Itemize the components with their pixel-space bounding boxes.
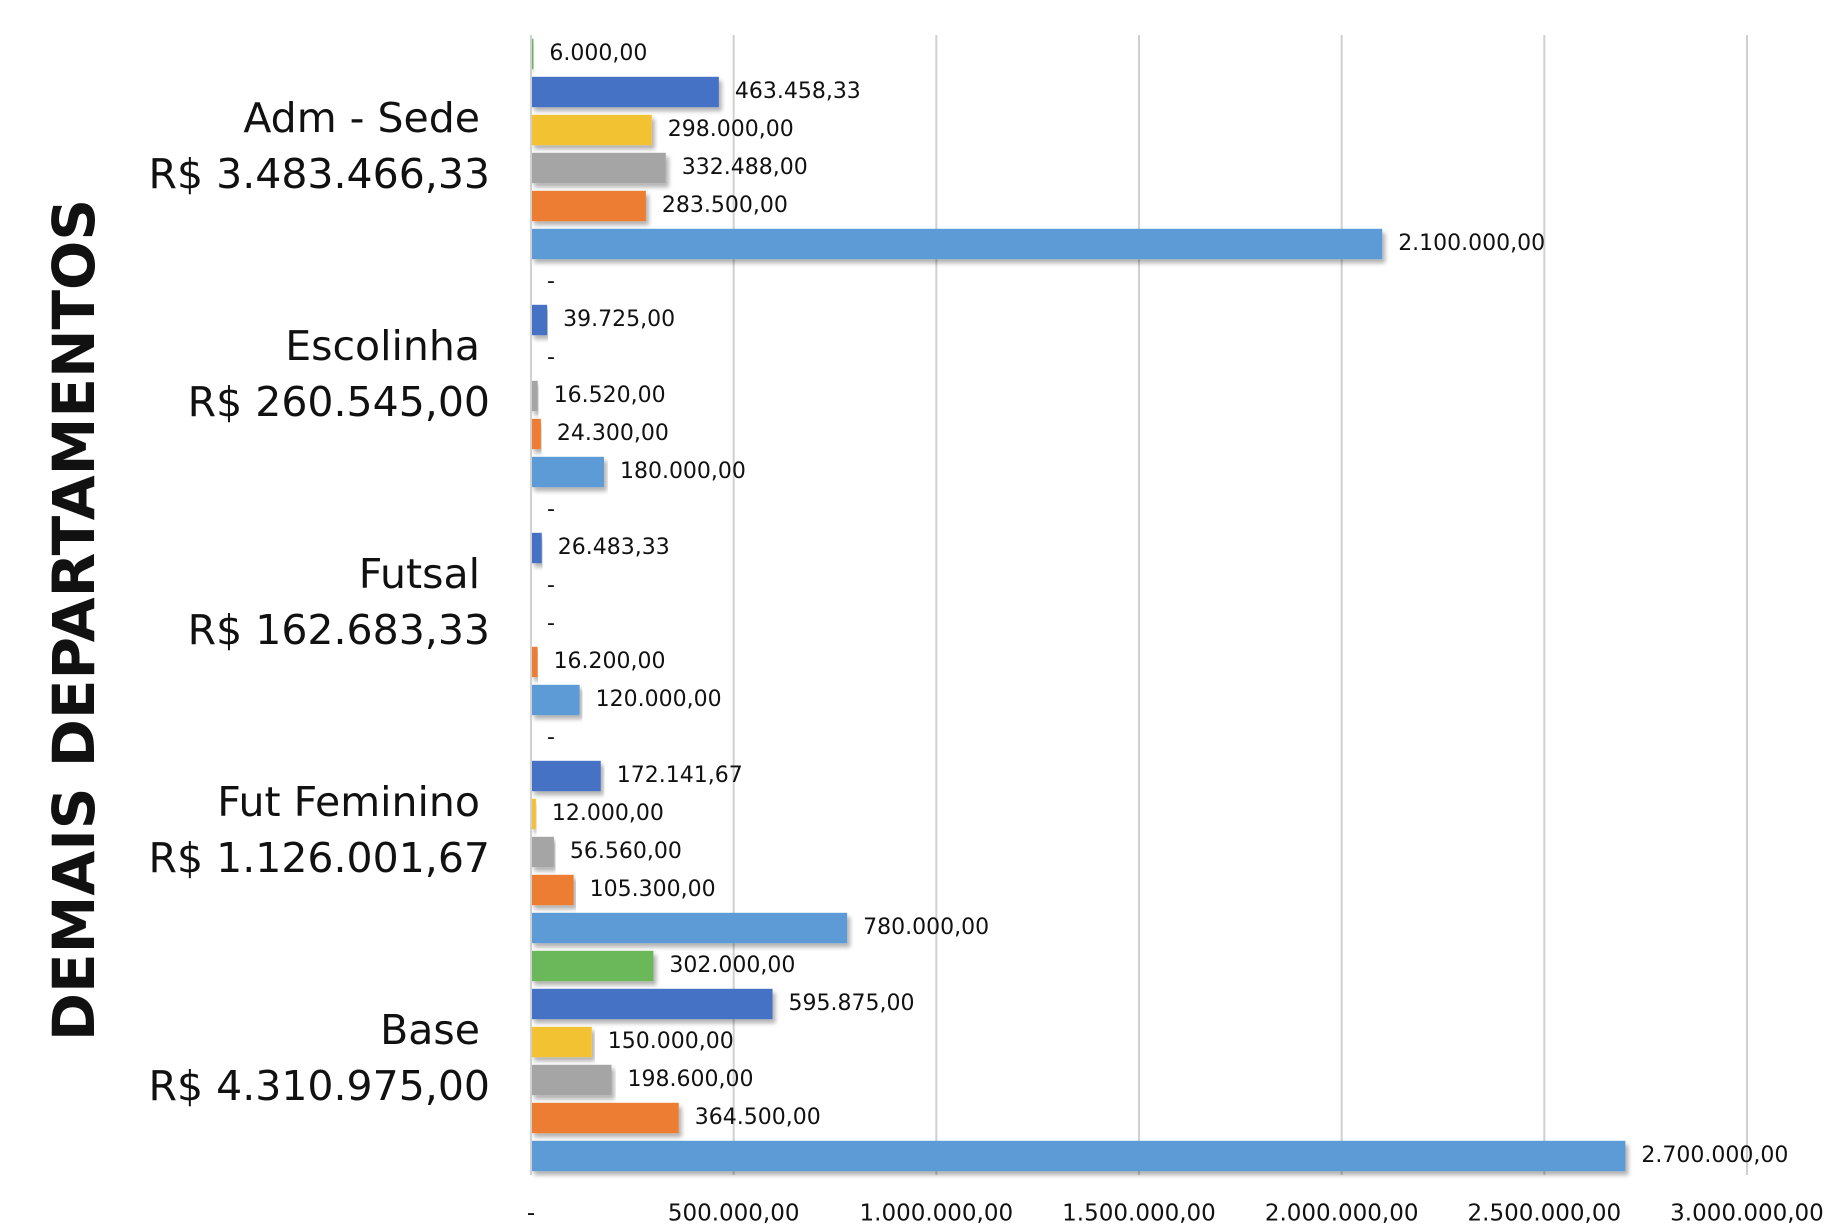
bar [531,76,719,108]
category-label: Adm - Sede [243,94,480,142]
value-label: 172.141,67 [617,763,743,788]
bar [531,532,542,564]
bar [531,760,601,792]
bar [531,988,773,1020]
value-label: 332.488,00 [682,155,808,180]
x-tick-label: 2.500.000,00 [1468,1201,1622,1227]
bar [531,912,848,944]
bar [531,836,554,868]
value-label: 364.500,00 [695,1105,821,1130]
bar [531,38,534,70]
bar [531,950,654,982]
category-label: Base [380,1006,480,1054]
category-label: Escolinha [285,322,480,370]
bar [531,380,538,412]
x-tick-label: 500.000,00 [668,1201,800,1227]
category-total: R$ 260.545,00 [188,378,490,426]
bar [531,1140,1626,1172]
value-label: 12.000,00 [552,801,664,826]
bar [531,1026,592,1058]
value-label: 120.000,00 [596,687,722,712]
x-tick-label: - [527,1201,535,1227]
value-label: 6.000,00 [549,41,647,66]
value-label: 302.000,00 [669,953,795,978]
category-total: R$ 3.483.466,33 [149,150,490,198]
x-tick-label: 1.500.000,00 [1062,1201,1216,1227]
value-label: - [547,269,555,294]
y-axis-title: DEMAIS DEPARTAMENTOS [40,199,108,1041]
value-label: 2.100.000,00 [1398,231,1545,256]
bar [531,114,652,146]
bar [531,418,541,450]
bar [531,874,574,906]
bar [531,190,646,222]
value-label: 105.300,00 [590,877,716,902]
bar [531,798,536,830]
bar [531,304,548,336]
value-label: 198.600,00 [627,1067,753,1092]
value-label: 16.520,00 [554,383,666,408]
category-total: R$ 4.310.975,00 [149,1062,490,1110]
category-label: Futsal [359,550,480,598]
value-label: - [547,345,555,370]
value-label: - [547,611,555,636]
value-label: 595.875,00 [789,991,915,1016]
value-label: 26.483,33 [558,535,670,560]
bar [531,1102,679,1134]
x-tick-label: 1.000.000,00 [860,1201,1014,1227]
value-label: - [547,497,555,522]
value-label: 56.560,00 [570,839,682,864]
bar [531,684,580,716]
value-label: 463.458,33 [735,79,861,104]
value-label: 24.300,00 [557,421,669,446]
x-tick-label: 2.000.000,00 [1265,1201,1419,1227]
value-label: 150.000,00 [608,1029,734,1054]
bar [531,228,1383,260]
value-label: 298.000,00 [668,117,794,142]
value-label: - [547,725,555,750]
value-label: 16.200,00 [554,649,666,674]
value-label: 283.500,00 [662,193,788,218]
value-label: - [547,573,555,598]
x-tick-label: 3.000.000,00 [1670,1201,1824,1227]
bar [531,456,604,488]
category-total: R$ 1.126.001,67 [149,834,490,882]
value-label: 180.000,00 [620,459,746,484]
category-label: Fut Feminino [217,778,480,826]
value-label: 780.000,00 [863,915,989,940]
category-total: R$ 162.683,33 [188,606,490,654]
value-label: 39.725,00 [563,307,675,332]
bar [531,1064,612,1096]
bar [531,152,666,184]
value-label: 2.700.000,00 [1641,1143,1788,1168]
bar [531,646,538,678]
